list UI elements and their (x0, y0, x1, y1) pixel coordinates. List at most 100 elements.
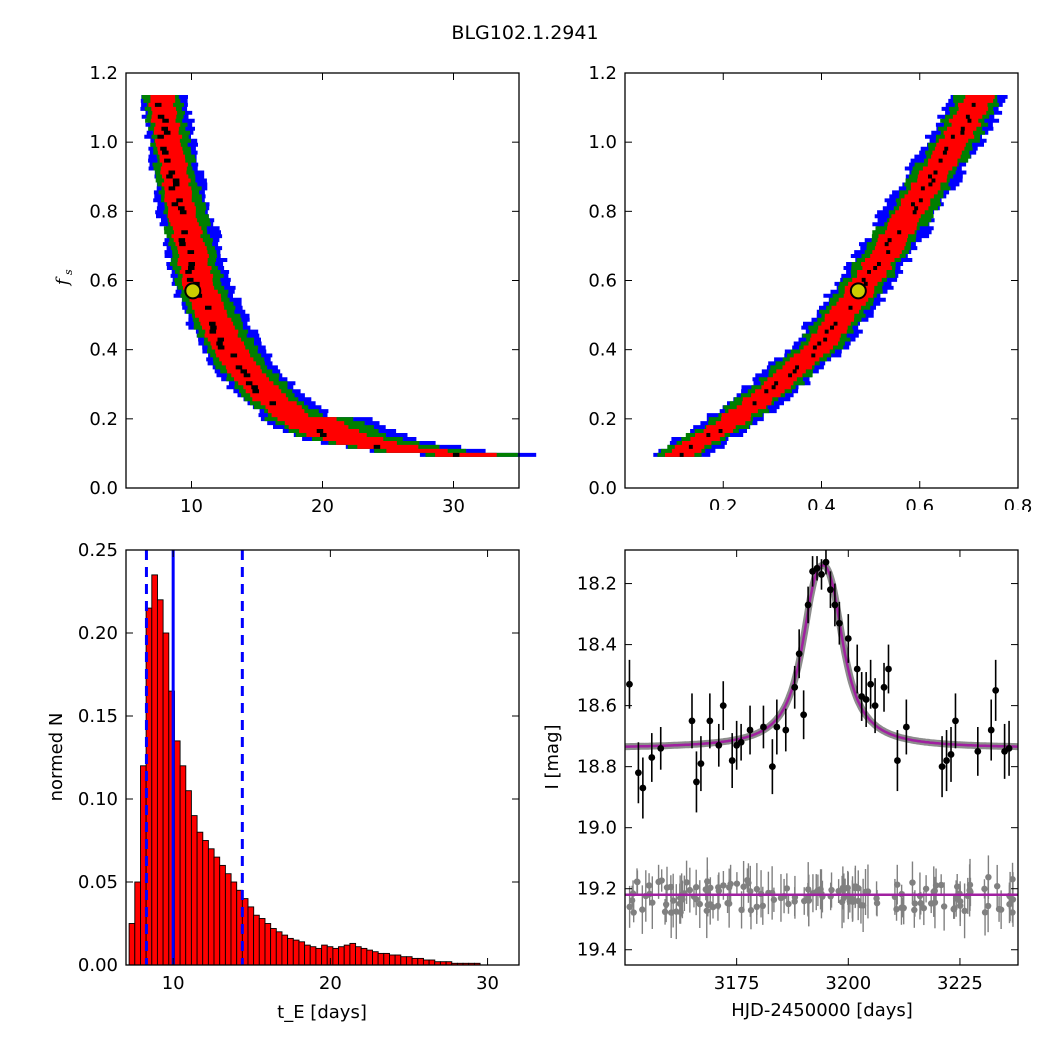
data-point (987, 726, 995, 734)
clip-mask-top (565, 510, 1028, 550)
x-axis-label: t_E [days] (277, 1002, 367, 1023)
histogram-bar (309, 946, 317, 966)
panel1-ytick-label: 0.4 (588, 340, 617, 361)
data-point (804, 601, 812, 609)
residual-point (667, 883, 675, 891)
residual-point (696, 900, 703, 908)
residual-point (733, 880, 741, 887)
histogram-bar (338, 946, 345, 966)
residual-point (1009, 896, 1017, 903)
residual-point (753, 885, 761, 893)
panel0-xtick-label: 20 (311, 496, 334, 517)
histogram-bar (247, 906, 255, 966)
data-point (880, 683, 888, 691)
data-point (853, 665, 861, 673)
data-point (728, 757, 736, 764)
panel1-ytick-label: 0.2 (588, 409, 617, 430)
data-point (822, 558, 830, 566)
panel-tE-histogram: 10 20 30 0.00 0.05 0.10 0.15 0.20 0.25 normed N t_… (46, 540, 520, 1023)
histogram-bar (321, 944, 328, 966)
data-point (813, 564, 821, 572)
residual-point (645, 882, 653, 889)
best-fit-marker (184, 282, 202, 300)
residual-point (676, 900, 683, 907)
histogram-bar (383, 952, 390, 966)
residual-point (985, 873, 992, 881)
residual-point (917, 900, 924, 907)
panel3-xtick-label: 3200 (825, 973, 871, 994)
data-point (746, 726, 754, 734)
residual-point (725, 900, 733, 907)
panel0-ytick-label: 1.2 (89, 63, 118, 84)
residual-point (661, 908, 669, 916)
data-point (688, 717, 696, 725)
panel3-frame (624, 549, 1019, 966)
residual-point (805, 886, 812, 893)
residual-point (639, 906, 646, 913)
histogram-bar (202, 840, 209, 966)
residual-point (940, 903, 948, 910)
histogram-bar (422, 959, 430, 966)
data-point (894, 757, 901, 764)
histogram-bar (366, 949, 373, 966)
confidence-region-red (665, 95, 995, 457)
histogram-bar (173, 740, 181, 966)
histogram-bar (377, 952, 385, 966)
histogram-bar (264, 923, 272, 966)
panel3-ytick-label: 18.2 (577, 574, 617, 595)
data-point (719, 702, 727, 710)
histogram-bar (230, 881, 238, 966)
histogram-bar (185, 790, 192, 966)
residual-point (849, 895, 856, 903)
panel1-ytick-label: 1.2 (588, 63, 617, 84)
panel-lightcurve: 3175 3200 3225 18.2 18.4 18.6 18.8 19.0 19.2 19.4… (542, 510, 1028, 1021)
panel2-ytick-label: 0.05 (78, 872, 118, 893)
residual-point (893, 905, 900, 913)
x-axis-label: HJD-2450000 [days] (731, 1000, 913, 1021)
residual-point (783, 885, 791, 892)
residual-point (715, 887, 723, 895)
histogram-bar (190, 815, 198, 966)
residual-point (704, 878, 711, 885)
histogram-bar (224, 873, 232, 966)
confidence-region-red (148, 95, 497, 457)
residual-point (854, 897, 862, 905)
residual-point (951, 905, 958, 912)
panel0-ytick-label: 0.4 (89, 340, 118, 361)
residual-point (692, 895, 700, 903)
residual-point (994, 882, 1001, 890)
data-point (648, 754, 656, 761)
y-axis-label-subscript: s (62, 269, 75, 275)
residual-point (899, 904, 906, 911)
residual-point (634, 878, 641, 886)
data-point (737, 738, 745, 746)
histogram-bar (417, 957, 424, 966)
data-point (800, 711, 808, 719)
figure-title: BLG102.1.2941 (451, 22, 599, 44)
residual-point (997, 906, 1005, 913)
panel0-ytick-label: 0.0 (89, 478, 118, 499)
data-point (760, 723, 767, 731)
data-point (697, 760, 705, 768)
histogram-bar (304, 944, 311, 966)
data-point (626, 680, 633, 688)
histogram-bar (179, 765, 187, 966)
panel0-ytick-label: 0.6 (89, 271, 118, 292)
data-point (795, 650, 803, 658)
residual-point (658, 877, 665, 884)
data-point (844, 635, 852, 642)
histogram-bar (389, 954, 396, 966)
histogram-bar (219, 864, 226, 966)
histogram-bar (162, 632, 170, 966)
residual-points (626, 855, 1017, 940)
panel0-xtick-label: 10 (180, 496, 203, 517)
residual-point (937, 881, 945, 889)
data-point (791, 683, 799, 691)
residual-point (864, 888, 872, 895)
residual-point (720, 882, 727, 889)
residual-point (873, 895, 880, 902)
y-axis-label: I [mag] (542, 724, 563, 789)
panel1-ytick-label: 0.8 (588, 201, 617, 222)
histogram-bar (270, 928, 277, 966)
